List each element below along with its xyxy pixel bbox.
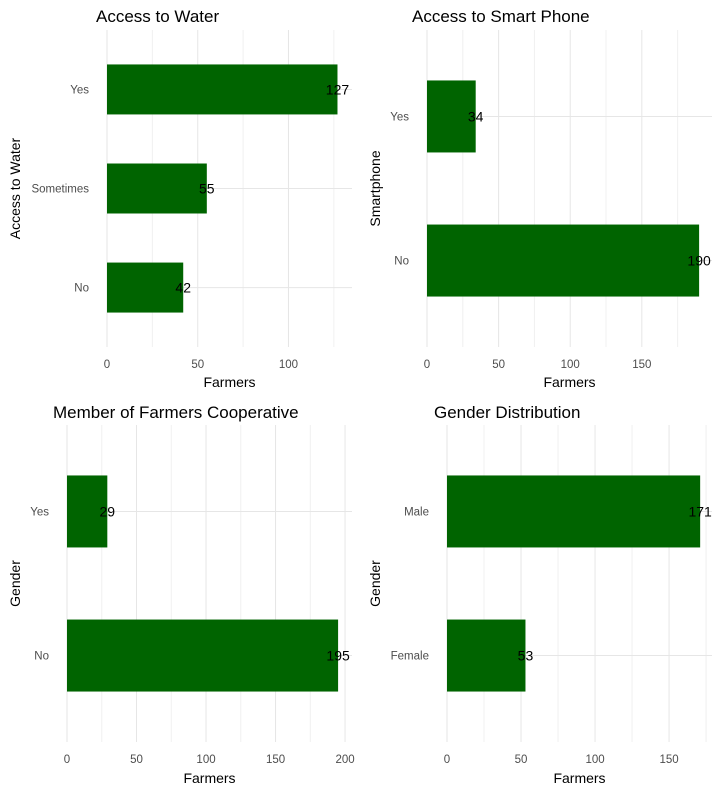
bar: [107, 163, 207, 214]
chart-title: Access to Water: [96, 7, 219, 26]
bar: [427, 80, 476, 153]
bar: [67, 619, 339, 692]
chart-panel-1: 42 55 127 No Sometimes Yes 0 50 100 Access to Wat…: [7, 7, 352, 390]
bar: [107, 64, 338, 115]
x-tick-label: 0: [104, 359, 110, 371]
x-tick-label: 100: [279, 359, 298, 371]
data-label: 53: [518, 648, 534, 664]
x-tick-label: 50: [191, 359, 204, 371]
chart-panel-3: 195 29 No Yes 0 50 100 150 200 Member of Farmers …: [7, 403, 355, 786]
x-axis-title: Farmers: [203, 374, 255, 390]
bar: [447, 475, 701, 548]
x-tick-label: 100: [561, 359, 580, 371]
y-tick-label: Yes: [390, 111, 409, 123]
data-label: 34: [468, 108, 484, 124]
y-axis-title: Gender: [7, 560, 23, 607]
bar: [447, 619, 526, 692]
y-axis-title: Smartphone: [367, 150, 383, 226]
bar: [67, 475, 108, 548]
bar: [427, 224, 700, 297]
data-label: 171: [688, 503, 712, 519]
y-tick-label: No: [74, 283, 89, 295]
y-tick-label: Yes: [70, 84, 89, 96]
data-label: 42: [175, 280, 191, 296]
data-label: 190: [687, 253, 711, 269]
data-label: 195: [326, 648, 350, 664]
x-tick-label: 50: [515, 754, 528, 766]
x-tick-label: 0: [424, 359, 430, 371]
x-tick-label: 0: [64, 754, 70, 766]
x-tick-label: 0: [444, 754, 450, 766]
x-tick-label: 150: [659, 754, 678, 766]
x-tick-label: 200: [335, 754, 354, 766]
x-tick-label: 150: [632, 359, 651, 371]
y-tick-label: Male: [404, 506, 429, 518]
y-axis-title: Gender: [367, 560, 383, 607]
chart-panel-4: 53 171 Female Male 0 50 100 150 Gender Distribut…: [367, 403, 712, 786]
x-tick-label: 50: [130, 754, 143, 766]
x-tick-label: 100: [196, 754, 215, 766]
y-tick-label: Female: [391, 651, 429, 663]
x-axis-title: Farmers: [553, 770, 605, 786]
data-label: 55: [199, 181, 215, 197]
x-tick-label: 50: [492, 359, 505, 371]
chart-panel-2: 190 34 No Yes 0 50 100 150 Access to Smart Phone…: [367, 7, 712, 390]
x-tick-label: 150: [266, 754, 285, 766]
chart-title: Member of Farmers Cooperative: [53, 403, 299, 422]
y-tick-label: No: [34, 651, 49, 663]
y-tick-label: Sometimes: [31, 184, 89, 196]
y-tick-label: No: [394, 256, 409, 268]
y-axis-title: Access to Water: [7, 137, 23, 239]
data-label: 29: [100, 503, 116, 519]
x-tick-label: 100: [585, 754, 604, 766]
chart-title: Gender Distribution: [434, 403, 580, 422]
bar: [107, 262, 184, 313]
y-tick-label: Yes: [30, 506, 49, 518]
x-axis-title: Farmers: [543, 374, 595, 390]
x-axis-title: Farmers: [183, 770, 235, 786]
chart-title: Access to Smart Phone: [412, 7, 590, 26]
data-label: 127: [326, 81, 350, 97]
